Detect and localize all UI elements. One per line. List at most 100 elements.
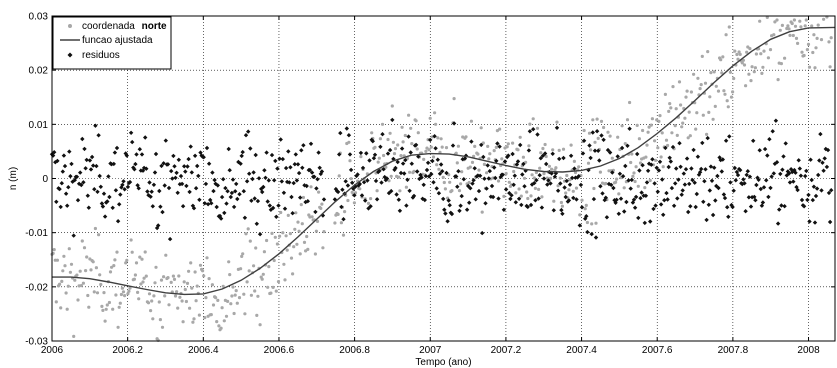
residual-point	[107, 194, 112, 200]
coord-point	[132, 277, 136, 281]
coord-point	[750, 65, 754, 69]
coord-point	[731, 90, 735, 94]
coord-point	[194, 299, 198, 303]
coord-point	[557, 148, 561, 152]
coord-point	[502, 194, 506, 198]
coord-point	[443, 187, 447, 191]
residual-point	[607, 150, 613, 155]
legend-coord-label: coordenada norte	[82, 21, 167, 32]
coord-point	[274, 289, 278, 293]
coord-point	[447, 173, 451, 177]
coord-point	[701, 113, 705, 117]
coord-point	[504, 171, 508, 176]
residual-point	[210, 170, 215, 175]
residual-point	[515, 159, 521, 164]
residual-point	[757, 148, 762, 153]
residual-point	[66, 185, 71, 190]
coord-point	[147, 292, 152, 296]
coord-point	[288, 232, 292, 236]
residual-point	[63, 191, 69, 196]
coord-point	[668, 102, 672, 106]
residual-point	[480, 230, 485, 236]
residual-point	[483, 201, 488, 206]
coord-point	[615, 177, 619, 181]
residual-point	[279, 179, 284, 184]
coord-point	[500, 157, 504, 161]
y-tick-label: 0	[42, 174, 48, 185]
residual-point	[377, 168, 382, 174]
residual-point	[137, 147, 142, 152]
residual-point	[709, 178, 715, 183]
residual-point	[255, 198, 261, 204]
coord-point	[572, 159, 577, 163]
coord-point	[390, 104, 394, 108]
legend-resid-label: residuos	[82, 50, 120, 61]
coord-point	[542, 172, 546, 176]
residual-point	[304, 183, 309, 189]
residual-point	[485, 163, 490, 168]
residual-point	[97, 173, 102, 179]
coord-point	[699, 83, 703, 87]
coord-point	[315, 219, 320, 223]
residual-point	[560, 211, 565, 216]
coord-point	[580, 198, 584, 202]
residual-point	[169, 168, 174, 174]
coord-point	[128, 286, 132, 290]
coord-point	[558, 176, 562, 180]
coord-point	[686, 136, 690, 140]
coord-point	[305, 234, 309, 239]
residual-point	[790, 169, 795, 175]
residual-point	[224, 201, 229, 206]
coord-point	[589, 148, 593, 152]
residual-point	[740, 181, 745, 187]
residual-point	[820, 160, 825, 165]
residual-point	[567, 182, 573, 187]
residual-point	[774, 160, 780, 165]
residual-point	[535, 132, 540, 137]
coord-point	[583, 207, 587, 211]
residual-point	[266, 178, 271, 183]
residual-point	[417, 176, 422, 182]
residual-point	[270, 205, 276, 211]
residual-point	[260, 189, 265, 195]
coord-point	[747, 72, 751, 76]
coord-point	[286, 213, 290, 217]
residual-point	[269, 152, 275, 158]
residual-point	[710, 212, 716, 218]
residual-point	[701, 199, 706, 204]
residual-point	[295, 162, 301, 167]
coord-point	[526, 196, 530, 201]
residual-point	[626, 178, 631, 183]
coord-point	[137, 297, 141, 301]
coord-point	[187, 269, 191, 273]
residual-point	[557, 156, 562, 162]
coord-point	[309, 185, 313, 189]
coord-point	[156, 338, 160, 342]
residual-point	[68, 174, 73, 179]
coord-point	[635, 123, 639, 127]
coord-point	[249, 293, 253, 297]
coord-point	[703, 81, 708, 85]
residual-point	[292, 162, 297, 167]
residual-point	[641, 193, 646, 198]
y-axis-ticks: 0.03 0.02 0.01 0 -0.01 -0.02 -0.03	[25, 12, 835, 348]
residual-point	[115, 219, 121, 224]
coord-point	[114, 293, 118, 297]
coord-point	[459, 182, 463, 186]
residual-point	[338, 130, 343, 136]
coord-point	[378, 137, 382, 141]
coord-point	[262, 250, 266, 254]
residual-point	[237, 192, 242, 197]
residual-point	[106, 174, 111, 179]
residual-point	[528, 202, 534, 208]
coord-point	[239, 267, 243, 271]
residual-point	[638, 196, 643, 201]
coord-point	[630, 152, 634, 156]
residual-point	[469, 139, 474, 144]
coord-point	[252, 264, 256, 268]
residual-point	[470, 181, 475, 186]
coord-point	[804, 18, 808, 22]
residual-point	[796, 158, 801, 163]
residual-point	[143, 135, 148, 140]
residual-point	[447, 203, 452, 208]
